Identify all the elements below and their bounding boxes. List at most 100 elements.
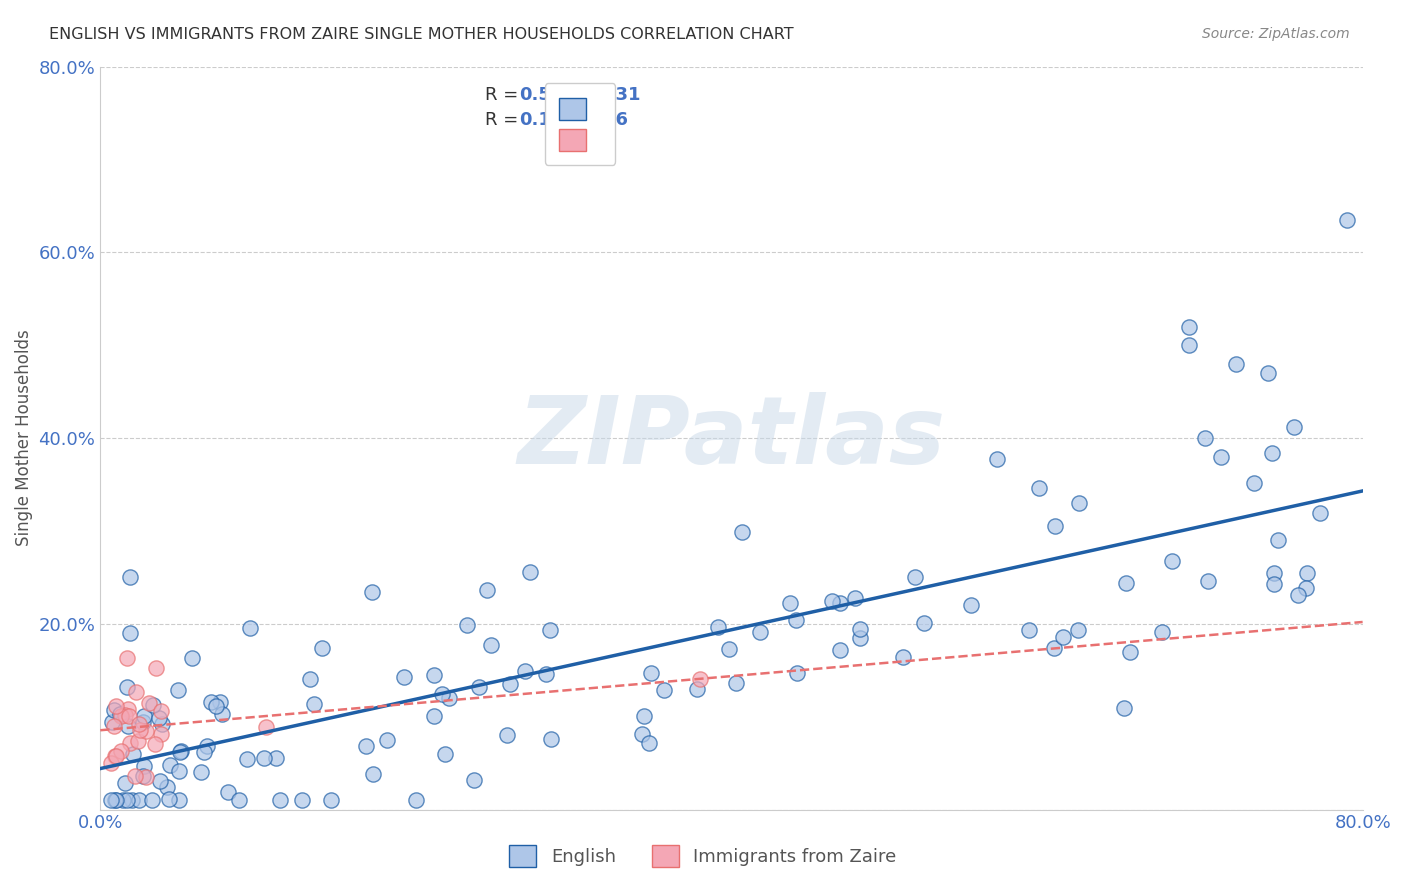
Text: 26: 26 (605, 111, 628, 128)
English (534, 667, 557, 681)
English (128, 793, 150, 807)
Immigrants from Zaire (128, 717, 150, 731)
Text: ZIPatlas: ZIPatlas (517, 392, 945, 484)
Y-axis label: Single Mother Households: Single Mother Households (15, 330, 32, 547)
Immigrants from Zaire (135, 770, 157, 784)
Immigrants from Zaire (254, 720, 277, 734)
English (253, 751, 276, 765)
Immigrants from Zaire (104, 748, 127, 763)
English (1067, 496, 1090, 510)
English (1295, 581, 1317, 595)
English (430, 687, 453, 701)
English (108, 707, 131, 722)
English (538, 623, 561, 637)
English (828, 643, 851, 657)
English (495, 728, 517, 742)
English (228, 793, 250, 807)
English (157, 792, 180, 806)
English (519, 565, 541, 579)
English (1150, 625, 1173, 640)
English (190, 765, 212, 780)
English (1178, 319, 1201, 334)
English (475, 583, 498, 598)
English (104, 793, 127, 807)
English (749, 624, 772, 639)
English (204, 698, 226, 713)
English (104, 793, 127, 807)
English (731, 525, 754, 540)
Text: R =: R = (485, 111, 524, 128)
English (463, 772, 485, 787)
English (844, 591, 866, 605)
Immigrants from Zaire (105, 748, 128, 763)
English (200, 695, 222, 709)
Immigrants from Zaire (127, 734, 149, 748)
English (1052, 630, 1074, 644)
English (1197, 574, 1219, 588)
English (169, 793, 191, 807)
English (121, 793, 143, 807)
English (631, 727, 654, 741)
English (1282, 419, 1305, 434)
English (103, 703, 125, 717)
Immigrants from Zaire (114, 708, 136, 723)
Immigrants from Zaire (689, 672, 711, 686)
English (299, 672, 322, 686)
English (479, 638, 502, 652)
Text: N =: N = (574, 111, 613, 128)
English (654, 683, 676, 698)
Text: Source: ZipAtlas.com: Source: ZipAtlas.com (1202, 27, 1350, 41)
English (986, 451, 1008, 466)
English (434, 747, 457, 761)
English (156, 780, 179, 794)
English (405, 793, 427, 807)
English (291, 793, 314, 807)
English (269, 793, 291, 807)
Immigrants from Zaire (135, 724, 157, 739)
Immigrants from Zaire (105, 698, 128, 713)
Legend: English, Immigrants from Zaire: English, Immigrants from Zaire (502, 838, 904, 874)
English (118, 625, 141, 640)
English (1194, 431, 1216, 445)
English (1067, 623, 1090, 637)
English (1043, 640, 1066, 655)
English (235, 752, 257, 766)
English (1296, 566, 1319, 580)
English (118, 570, 141, 584)
English (117, 719, 139, 733)
English (122, 747, 145, 761)
English (134, 759, 156, 773)
English (1209, 450, 1232, 464)
English (115, 793, 138, 807)
English (169, 744, 191, 758)
Legend: , : , (544, 83, 616, 165)
English (239, 622, 262, 636)
English (141, 793, 163, 807)
Text: ENGLISH VS IMMIGRANTS FROM ZAIRE SINGLE MOTHER HOUSEHOLDS CORRELATION CHART: ENGLISH VS IMMIGRANTS FROM ZAIRE SINGLE … (49, 27, 794, 42)
English (707, 620, 730, 634)
English (540, 731, 562, 746)
English (1261, 445, 1284, 459)
Immigrants from Zaire (150, 704, 173, 718)
English (375, 732, 398, 747)
English (150, 716, 173, 731)
English (633, 709, 655, 723)
English (217, 785, 239, 799)
Immigrants from Zaire (117, 702, 139, 716)
Immigrants from Zaire (110, 744, 132, 758)
English (114, 776, 136, 790)
English (1309, 506, 1331, 520)
English (354, 739, 377, 753)
English (167, 764, 190, 778)
Immigrants from Zaire (100, 756, 122, 770)
English (830, 597, 852, 611)
English (498, 676, 520, 690)
English (100, 793, 122, 807)
English (132, 714, 155, 729)
English (779, 596, 801, 610)
Text: N =: N = (574, 86, 613, 104)
English (467, 680, 489, 694)
English (959, 598, 981, 612)
English (319, 793, 342, 807)
Text: 0.502: 0.502 (519, 86, 576, 104)
